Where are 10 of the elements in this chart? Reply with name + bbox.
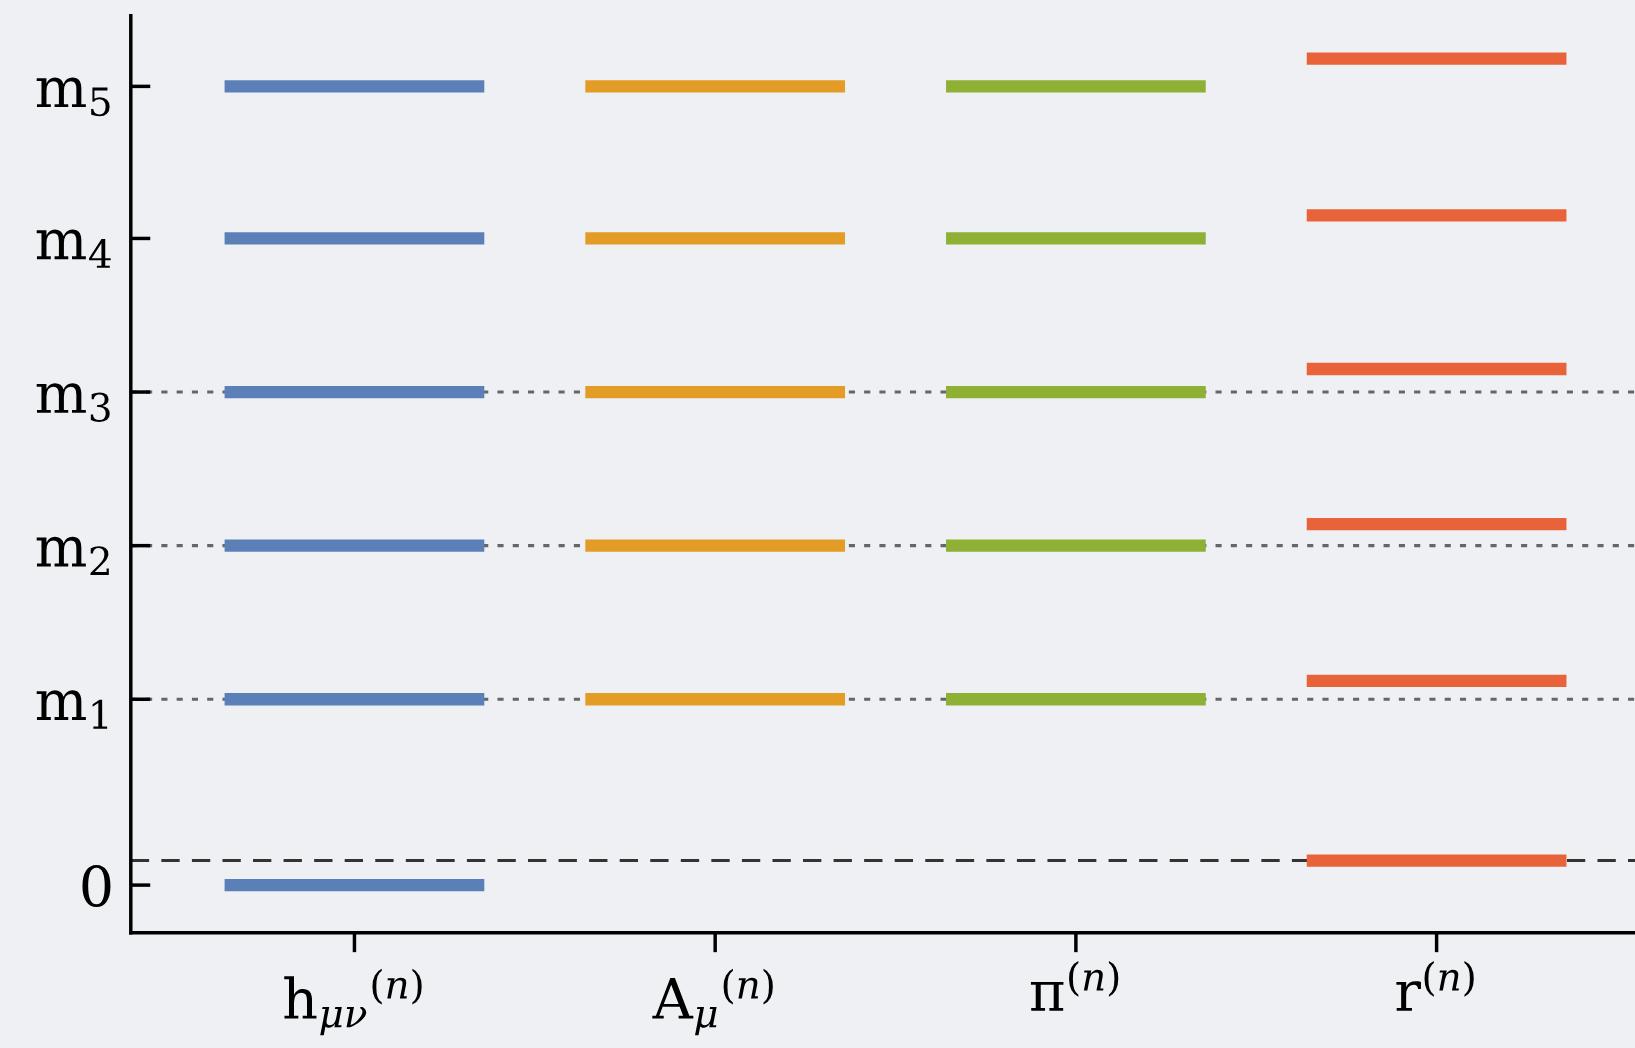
x-tick-label: π$^{(n)}$ [1030,961,1119,1011]
y-tick-label: m$_{5}$ [36,77,110,117]
x-tick-label: h$_{μν}$$^{(n)}$ [284,968,422,1036]
x-tick-label: A$_{μ}$$^{(n)}$ [652,968,773,1036]
y-tick-label: 0 [82,864,111,907]
x-tick-label: r$^{(n)}$ [1396,961,1474,1011]
y-tick-label: m$_{1}$ [36,690,108,729]
y-tick-label: m$_{3}$ [36,383,110,422]
y-tick-label: m$_{2}$ [36,536,109,576]
y-tick-label: m$_{4}$ [36,229,111,268]
